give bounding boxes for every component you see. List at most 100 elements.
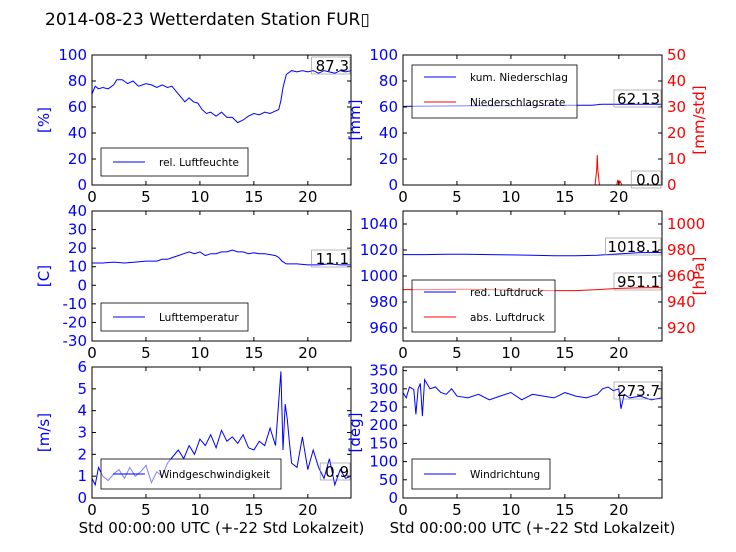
y-tick-label: -30	[63, 332, 88, 350]
legend-label: Niederschlagsrate	[470, 97, 565, 109]
y-tick-label: 2	[77, 445, 87, 463]
y-tick-label: 6	[77, 358, 87, 376]
y-tick-label: -10	[63, 295, 88, 313]
x-tick-label: 15	[555, 344, 574, 362]
x-tick-label: 20	[298, 188, 317, 206]
x-tick-label: 0	[87, 188, 97, 206]
value-readout-box	[630, 170, 662, 189]
y-tick-label: 300	[369, 380, 398, 398]
plot-frame	[402, 366, 663, 499]
x-tick-label: 20	[609, 188, 628, 206]
series-line-3-1	[92, 249, 351, 266]
x-tick-label: 10	[501, 188, 520, 206]
value-readout-box	[605, 237, 662, 256]
legend-label: Windgeschwindigkeit	[159, 469, 270, 481]
y-tick-label: 10	[68, 258, 87, 276]
y-tick-label: 250	[369, 398, 398, 416]
x-tick-label: 10	[190, 344, 209, 362]
y-axis-label: [m/s]	[35, 413, 53, 452]
x-tick-label: 10	[501, 501, 520, 519]
y-axis-label: [deg]	[346, 413, 364, 453]
y-tick-label-right: 50	[667, 46, 686, 64]
legend-label: red. Luftdruck	[470, 287, 544, 299]
x-tick-label: 5	[141, 344, 151, 362]
x-tick-label: 0	[398, 501, 408, 519]
legend: Windrichtung	[411, 458, 551, 490]
x-tick-label: 15	[244, 188, 263, 206]
y-tick-label: 3	[77, 424, 87, 442]
legend: kum. Niederschlag Niederschlagsrate	[411, 64, 578, 119]
y-tick-label: 100	[369, 453, 398, 471]
y-tick-label: 100	[369, 46, 398, 64]
y-tick-label: 1040	[360, 215, 398, 233]
x-tick-label: 20	[609, 501, 628, 519]
series-line-6-1	[403, 378, 662, 417]
y-tick-label: 960	[369, 319, 398, 337]
value-readout: 11.1	[316, 250, 349, 268]
y-tick-label-right: 940	[667, 293, 696, 311]
value-readout: 951.1	[617, 273, 660, 291]
series-line-4-1	[403, 252, 662, 257]
legend-label: Lufttemperatur	[159, 312, 239, 324]
legend: rel. Luftfeuchte	[100, 147, 249, 177]
plot-frame	[91, 210, 352, 342]
y-axis-label-right: [mm/std]	[690, 85, 708, 154]
y-tick-label: -20	[63, 313, 88, 331]
figure-title: 2014-08-23 Wetterdaten Station FUR▯	[45, 10, 370, 30]
y-tick-label: 40	[68, 202, 87, 220]
y-tick-label-right: 20	[667, 124, 686, 142]
y-tick-label: 0	[388, 176, 398, 194]
x-tick-label: 15	[244, 344, 263, 362]
legend-label: Windrichtung	[470, 469, 540, 481]
y-axis-label: [%]	[35, 107, 53, 133]
y-tick-label-right: 30	[667, 98, 686, 116]
y-tick-label-right: 920	[667, 319, 696, 337]
value-readout-box	[613, 381, 662, 400]
value-readout: 0.9	[325, 463, 349, 481]
x-tick-label: 5	[141, 188, 151, 206]
x-tick-label: 10	[190, 501, 209, 519]
y-tick-label: 0	[77, 489, 87, 507]
y-tick-label: 980	[369, 293, 398, 311]
plot-frame	[91, 54, 352, 186]
x-tick-label: 0	[87, 344, 97, 362]
value-readout-box	[613, 272, 662, 291]
y-tick-label: 60	[68, 98, 87, 116]
x-axis-label: Std 00:00:00 UTC (+-22 Std Lokalzeit)	[79, 519, 365, 537]
x-tick-label: 0	[87, 501, 97, 519]
y-tick-label: 4	[77, 402, 87, 420]
x-tick-label: 15	[244, 501, 263, 519]
y-tick-label: 40	[68, 124, 87, 142]
y-tick-label: 80	[68, 72, 87, 90]
legend: Lufttemperatur	[100, 302, 249, 332]
y-tick-label: 1	[77, 467, 87, 485]
y-axis-label: [C]	[35, 265, 53, 287]
y-axis-label: [mm]	[346, 100, 364, 141]
y-tick-label: 50	[379, 471, 398, 489]
y-tick-label: 60	[379, 98, 398, 116]
x-tick-label: 15	[555, 188, 574, 206]
y-tick-label: 20	[68, 239, 87, 257]
panel-4: 0 5 10 15 20 960 980 1000 1020 1040 920 940 960 980 10…	[360, 210, 708, 362]
panel-2: 0 5 10 15 20 0 20 40 60 80 100 0 10 20 30 40 50 [mm] [mm/s…	[346, 46, 708, 206]
y-tick-label: 5	[77, 380, 87, 398]
x-axis-label: Std 00:00:00 UTC (+-22 Std Lokalzeit)	[390, 519, 676, 537]
y-tick-label-right: 1000	[667, 215, 705, 233]
x-tick-label: 15	[555, 501, 574, 519]
x-tick-label: 20	[609, 344, 628, 362]
plot-frame	[402, 54, 663, 186]
y-tick-label: 20	[68, 150, 87, 168]
legend: red. Luftdruck abs. Luftdruck	[411, 279, 556, 333]
y-tick-label: 100	[58, 46, 87, 64]
y-tick-label: 1000	[360, 267, 398, 285]
y-tick-label-right: 40	[667, 72, 686, 90]
y-tick-label: 150	[369, 434, 398, 452]
value-readout-box	[613, 89, 662, 108]
y-tick-label-right: 980	[667, 241, 696, 259]
value-readout: 0.0	[636, 171, 660, 189]
series-line-1-1	[92, 70, 351, 124]
value-readout-box	[311, 56, 351, 75]
